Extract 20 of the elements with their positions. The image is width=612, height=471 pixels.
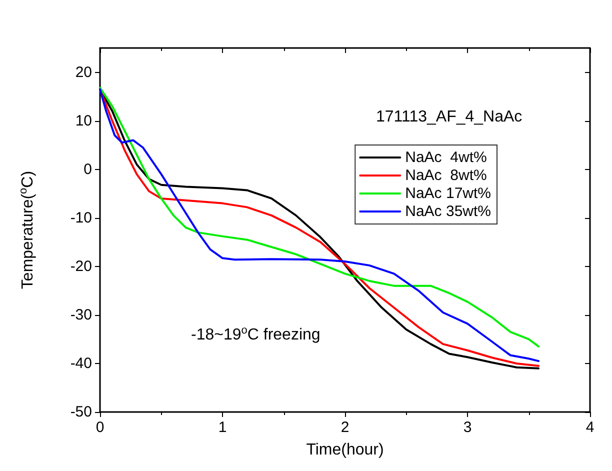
legend-label: NaAc 35wt% <box>405 203 492 220</box>
x-tick-label: 3 <box>463 419 472 436</box>
y-axis-title: Temperature(oC) <box>18 170 36 290</box>
x-tick-label: 2 <box>340 419 350 436</box>
y-tick-label: 10 <box>75 112 92 130</box>
y-tick-label: -20 <box>70 258 92 275</box>
x-tick-label: 0 <box>96 419 104 436</box>
y-tick-label: -30 <box>70 306 92 324</box>
y-tick-label: 0 <box>84 160 92 178</box>
x-tick-label: 1 <box>218 419 227 436</box>
x-axis-title: Time(hour) <box>306 442 384 458</box>
legend-label: NaAc 4wt% <box>405 149 487 166</box>
legend-label: NaAc 8wt% <box>405 167 487 184</box>
annotation: 171113_AF_4_NaAc <box>376 108 522 126</box>
y-tick-label: -50 <box>70 404 92 420</box>
y-tick-label: 20 <box>75 64 92 81</box>
legend-label: NaAc 17wt% <box>405 185 492 202</box>
y-tick-label: -40 <box>70 354 92 372</box>
x-tick-label: 4 <box>586 419 594 436</box>
y-tick-label: -10 <box>70 209 92 226</box>
